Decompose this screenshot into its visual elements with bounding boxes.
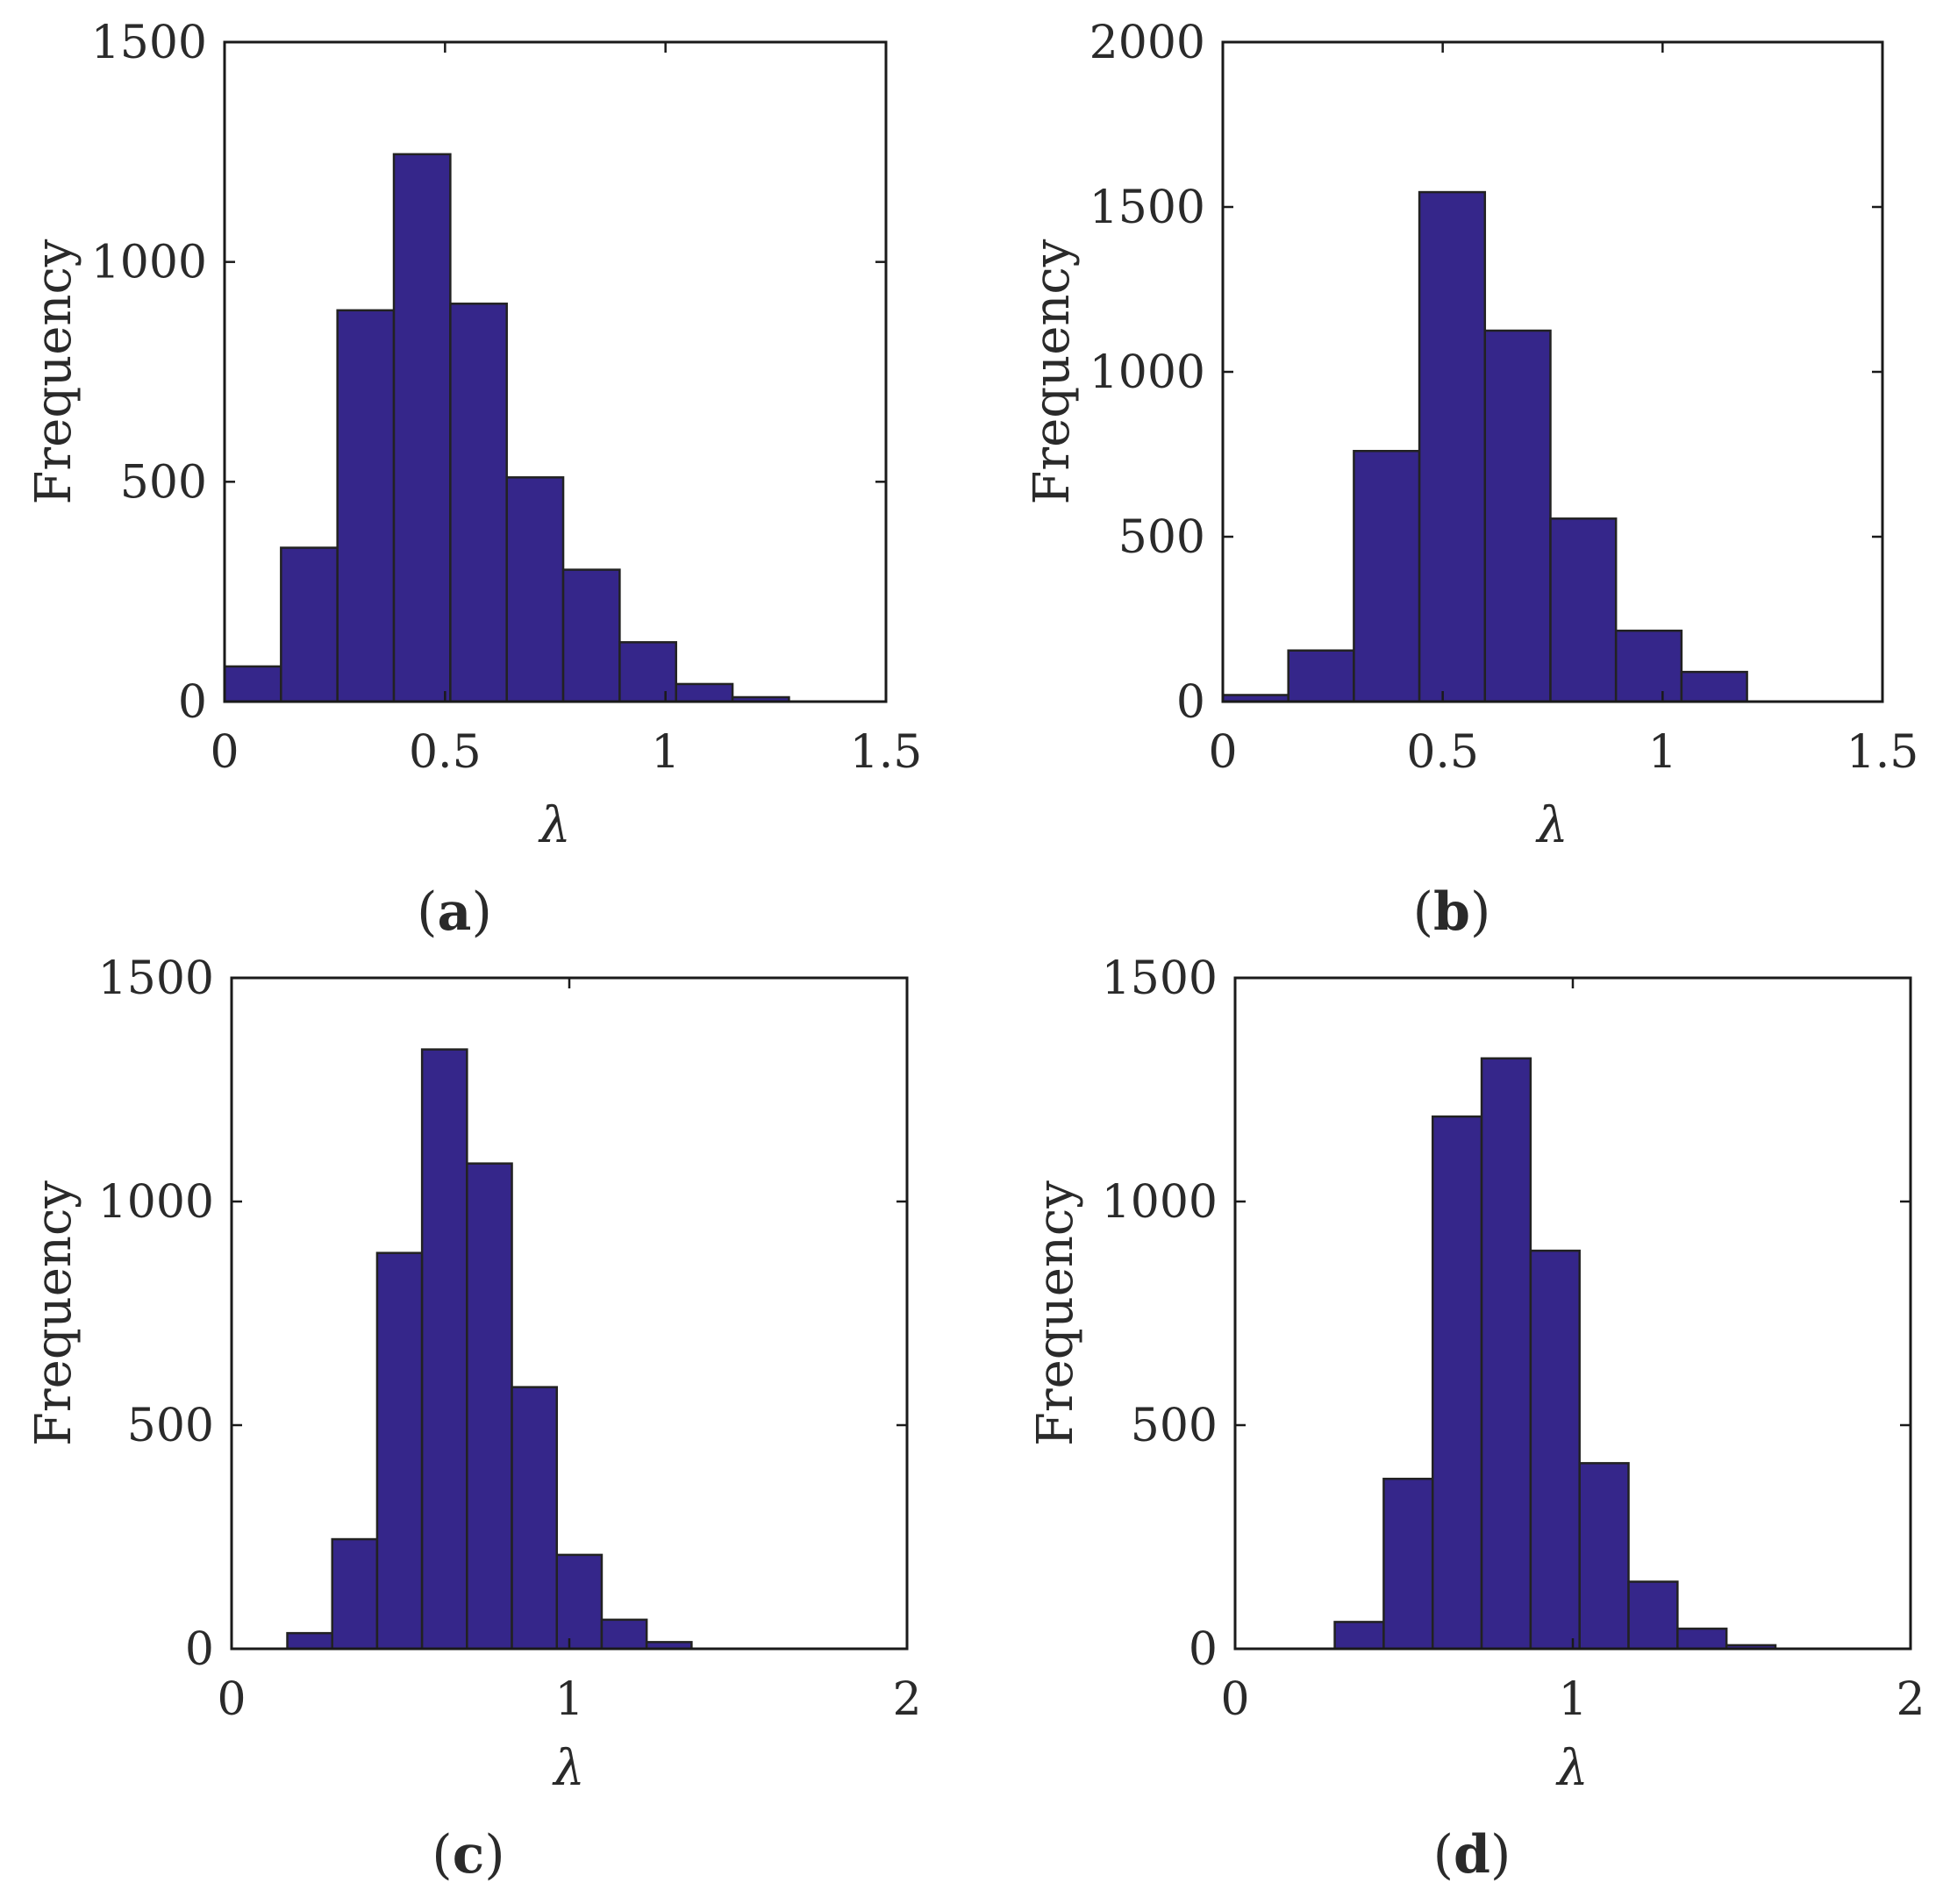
bar-a-5 (505, 476, 565, 703)
x-tick-label-c-0: 0 (217, 1673, 246, 1726)
y-tick-label-c-0: 0 (185, 1623, 214, 1676)
y-tick-label-c-2: 1000 (98, 1176, 214, 1229)
y-tick-label-b-0: 0 (1176, 676, 1205, 729)
panel-b: 0 0.5 1 1.5 0 500 1000 1500 2000 λ Frequency (b) (1024, 17, 1918, 943)
x-axis-label-b: λ (1535, 797, 1568, 854)
bar-a-2 (336, 309, 396, 703)
panel-label-letter-b: b (1433, 881, 1470, 943)
bar-c-7 (600, 1618, 648, 1651)
y-tick-label-d-3: 1500 (1102, 952, 1218, 1005)
y-axis-label-a: Frequency (25, 239, 82, 504)
bar-b-2 (1353, 449, 1421, 703)
x-tick-label-c-1: 1 (554, 1673, 583, 1726)
y-tick-label-b-2: 1000 (1089, 346, 1205, 399)
x-tick-label-a-0: 0 (210, 726, 239, 779)
y-tick-label-a-3: 1500 (91, 17, 207, 69)
x-tick-label-b-3: 1.5 (1847, 726, 1919, 779)
panel-label-b: (b) (1413, 881, 1491, 943)
panel-label-a: (a) (417, 881, 492, 943)
x-tick-label-c-2: 2 (892, 1673, 921, 1726)
bar-a-6 (561, 568, 621, 703)
x-tick-label-d-2: 2 (1896, 1673, 1925, 1726)
x-tick-label-b-0: 0 (1208, 726, 1237, 779)
y-tick-label-c-1: 500 (127, 1400, 214, 1452)
x-axis-label-a: λ (538, 797, 571, 854)
x-tick-label-a-3: 1.5 (850, 726, 923, 779)
panel-label-d: (d) (1433, 1824, 1511, 1886)
bar-d-0 (1333, 1621, 1385, 1651)
bar-d-3 (1480, 1057, 1532, 1651)
panel-label-letter-d: d (1454, 1824, 1490, 1886)
bar-a-8 (675, 682, 734, 703)
bar-b-6 (1614, 629, 1683, 703)
bar-b-3 (1418, 190, 1487, 703)
bar-c-1 (331, 1537, 379, 1651)
bar-c-4 (466, 1162, 513, 1651)
bar-c-0 (286, 1631, 333, 1651)
bar-d-5 (1578, 1462, 1630, 1651)
bar-c-6 (555, 1553, 604, 1651)
y-tick-label-a-1: 500 (120, 456, 207, 509)
bar-b-7 (1680, 670, 1748, 703)
bar-d-6 (1627, 1580, 1679, 1651)
y-axis-label-d: Frequency (1027, 1180, 1084, 1446)
bar-c-5 (511, 1386, 559, 1651)
x-axis-label-d: λ (1555, 1740, 1589, 1797)
y-tick-label-a-0: 0 (178, 676, 207, 729)
panel-label-c: (c) (432, 1824, 504, 1886)
y-tick-label-c-3: 1500 (98, 952, 214, 1005)
x-tick-label-b-1: 0.5 (1406, 726, 1479, 779)
x-tick-label-a-2: 1 (651, 726, 680, 779)
y-tick-label-b-3: 1500 (1089, 182, 1205, 234)
panel-label-letter-a: a (438, 881, 472, 943)
bar-a-0 (223, 665, 282, 703)
bar-a-4 (449, 303, 508, 703)
bar-a-1 (280, 546, 339, 703)
bar-b-5 (1549, 517, 1618, 703)
y-tick-label-d-2: 1000 (1102, 1176, 1218, 1229)
x-tick-label-b-2: 1 (1648, 726, 1677, 779)
bar-d-1 (1382, 1477, 1434, 1651)
y-axis-label-b: Frequency (1024, 239, 1081, 504)
panel-d: 0 1 2 0 500 1000 1500 λ Frequency (d) (1027, 952, 1925, 1886)
bar-b-1 (1287, 649, 1355, 703)
panel-c: 0 1 2 0 500 1000 1500 λ Frequency (c) (25, 952, 922, 1886)
plot-frame-a (223, 40, 888, 703)
bar-a-7 (618, 641, 677, 703)
x-tick-label-a-1: 0.5 (409, 726, 482, 779)
bar-d-2 (1431, 1115, 1483, 1651)
y-tick-label-d-0: 0 (1189, 1623, 1218, 1676)
bar-c-2 (375, 1252, 424, 1651)
y-tick-label-b-1: 500 (1118, 511, 1205, 564)
bar-a-3 (392, 153, 452, 703)
panel-a: 0 0.5 1 1.5 0 500 1000 1500 λ Frequency (a) (25, 17, 922, 943)
bar-b-4 (1483, 329, 1552, 703)
panel-label-letter-c: c (453, 1824, 485, 1886)
bar-c-3 (420, 1048, 468, 1651)
y-tick-label-d-1: 500 (1131, 1400, 1218, 1452)
bar-d-7 (1676, 1627, 1728, 1651)
x-tick-label-d-0: 0 (1220, 1673, 1249, 1726)
x-tick-label-d-1: 1 (1558, 1673, 1587, 1726)
x-axis-label-c: λ (552, 1740, 585, 1797)
y-tick-label-b-4: 2000 (1089, 17, 1205, 69)
bar-d-4 (1529, 1249, 1581, 1651)
y-axis-label-c: Frequency (25, 1180, 82, 1446)
y-tick-label-a-2: 1000 (91, 237, 207, 289)
